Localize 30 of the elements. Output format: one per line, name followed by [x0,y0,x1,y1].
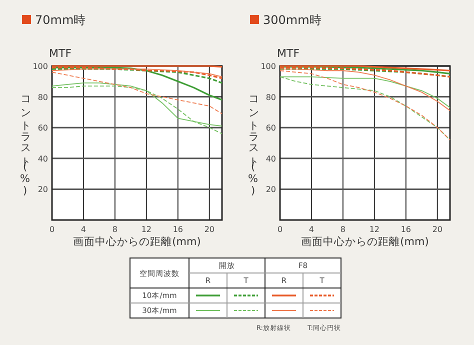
x-tick-label: 0 [277,225,283,234]
y-tick-label: 40 [38,154,48,164]
chart-subtitle: MTF [49,47,72,60]
x-tick-label: 20 [204,225,214,234]
x-axis-title: 画面中心からの距離(mm) [301,235,429,248]
x-tick-label: 12 [369,225,380,234]
x-tick-label: 16 [400,225,412,234]
y-axis-title: コントラスト(%) [247,89,259,197]
x-tick-label: 0 [49,225,55,234]
y-tick-label: 20 [266,185,276,194]
x-tick-label: 4 [80,225,86,234]
x-tick-label: 16 [172,225,184,234]
x-tick-label: 12 [141,225,152,234]
y-tick-label: 40 [266,154,276,164]
y-axis-title: コントラスト(%) [19,89,31,197]
x-axis-title: 画面中心からの距離(mm) [73,235,201,248]
chart-subtitle: MTF [277,47,300,60]
y-tick-label: 60 [38,124,48,133]
y-tick-label: 100 [32,62,48,71]
y-tick-label: 80 [38,92,48,102]
y-tick-label: 60 [266,124,276,133]
y-tick-label: 20 [38,185,48,194]
chart-title: 300mm時 [263,13,322,27]
x-tick-label: 4 [308,225,314,234]
y-tick-label: 100 [260,62,276,71]
chart-title: 70mm時 [35,13,86,27]
x-tick-label: 8 [340,225,346,234]
x-tick-label: 20 [432,225,442,234]
y-tick-label: 80 [266,92,276,102]
x-tick-label: 8 [112,225,118,234]
